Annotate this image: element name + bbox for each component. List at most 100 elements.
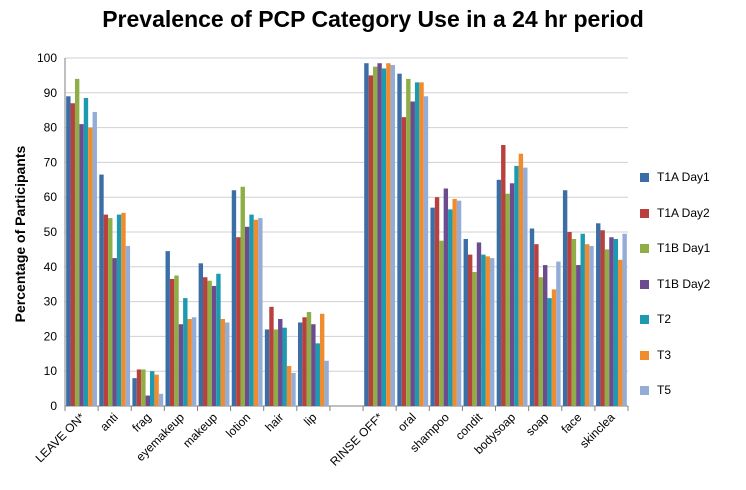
x-tick-label: LEAVE ON* [33, 410, 88, 465]
bar [567, 232, 572, 406]
legend-item: T1A Day1 [640, 170, 710, 186]
legend-swatch [640, 279, 649, 289]
legend-label: T1A Day1 [657, 170, 710, 184]
bar [518, 153, 524, 406]
bar [88, 127, 93, 406]
legend-swatch [640, 350, 649, 360]
bar [198, 263, 204, 406]
bar [456, 200, 462, 406]
bar [472, 272, 477, 406]
bar [514, 165, 519, 406]
bar [244, 226, 250, 406]
bar [236, 237, 241, 406]
bar [547, 298, 552, 406]
bar [231, 190, 237, 406]
x-tick-label: face [559, 410, 585, 436]
bar [419, 82, 424, 407]
x-tick-label: frag [129, 410, 154, 435]
legend-item: T2 [640, 312, 671, 328]
bar [509, 183, 515, 406]
bar [377, 63, 382, 406]
bar [297, 322, 303, 406]
legend-swatch [640, 173, 649, 183]
y-tick-label: 50 [44, 225, 58, 239]
bar [430, 207, 435, 406]
y-tick-label: 40 [44, 260, 58, 274]
bar [589, 245, 594, 406]
legend-item: T5 [640, 383, 671, 399]
bar [207, 280, 212, 406]
bar [240, 186, 245, 406]
bar [401, 117, 407, 406]
bar [496, 179, 502, 406]
bar [145, 395, 150, 406]
x-tick-label: RINSE OFF* [327, 410, 386, 469]
bar [523, 167, 528, 406]
bar [501, 145, 506, 406]
bar [364, 63, 369, 406]
bar [178, 324, 184, 406]
legend-item: T3 [640, 348, 671, 364]
bar [211, 285, 217, 406]
bar [306, 312, 312, 406]
bar [191, 317, 197, 406]
bar [543, 265, 548, 406]
legend-label: T1A Day2 [657, 205, 710, 220]
bar [183, 298, 188, 406]
bar [324, 360, 329, 406]
legend-item: T1B Day1 [640, 241, 710, 257]
legend-label: T5 [657, 383, 672, 397]
bar [74, 78, 80, 406]
bar [463, 238, 468, 406]
bar [381, 68, 387, 406]
bar [116, 214, 122, 406]
bar [112, 258, 117, 406]
y-tick-label: 100 [37, 51, 57, 65]
bar [220, 319, 226, 406]
bar [169, 278, 175, 406]
bar [390, 64, 396, 407]
bar [571, 238, 577, 406]
bar [562, 190, 568, 406]
bar [154, 374, 159, 406]
bar [439, 240, 444, 406]
chart-title: Prevalence of PCP Category Use in a 24 h… [102, 6, 644, 32]
bar [83, 98, 89, 407]
y-tick-label: 30 [44, 295, 58, 309]
bar [397, 73, 402, 406]
bar [534, 244, 539, 406]
bar [613, 238, 619, 406]
bar [489, 258, 495, 406]
bar [278, 319, 283, 406]
legend-item: T1B Day2 [640, 277, 710, 293]
bar [258, 218, 263, 406]
bar [580, 233, 585, 406]
bar [556, 261, 561, 406]
bar [529, 228, 535, 406]
y-tick-label: 10 [44, 364, 58, 378]
bar [505, 193, 510, 406]
bar [132, 378, 137, 406]
bar [476, 242, 482, 406]
bar [149, 371, 155, 406]
bar [319, 313, 325, 406]
bar [452, 198, 457, 406]
y-tick-label: 0 [50, 399, 57, 413]
bar [302, 317, 307, 406]
bar [141, 369, 146, 406]
bar [485, 256, 490, 406]
bar [66, 96, 71, 406]
y-tick-label: 20 [44, 329, 58, 343]
legend-label: T1B Day1 [657, 241, 711, 255]
x-tick-label: skinclea [577, 410, 618, 451]
bar [79, 124, 84, 407]
bar [481, 254, 486, 406]
bar [584, 244, 590, 406]
legend-swatch [640, 386, 649, 396]
bar [622, 233, 627, 406]
legend-label: T2 [657, 312, 672, 326]
bar [99, 174, 104, 406]
bar [286, 365, 292, 406]
bar [225, 322, 230, 406]
